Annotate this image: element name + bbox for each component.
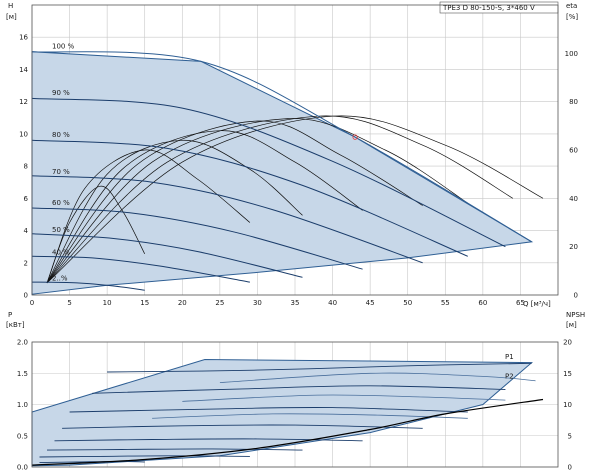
- top-x-tick-8: 40: [328, 299, 337, 307]
- speed-label-0: 100 %: [52, 43, 75, 51]
- top-y2-unit: [%]: [566, 13, 578, 21]
- bottom-y-tick-3: 1.5: [17, 370, 28, 378]
- top-x-tick-11: 55: [441, 299, 450, 307]
- power-p1-curve-0: [107, 362, 532, 373]
- top-x-tick-1: 5: [67, 299, 71, 307]
- top-y-tick-0: 0: [24, 292, 28, 300]
- eta-curve-3: [46, 120, 423, 284]
- top-x-tick-9: 45: [366, 299, 375, 307]
- eta-curve-2: [46, 118, 468, 284]
- speed-label-6: 40 %: [52, 249, 70, 257]
- speed-curve-1: [31, 97, 506, 248]
- bottom-y2-unit: [м]: [566, 321, 577, 329]
- top-y-tick-8: 16: [19, 34, 28, 42]
- power-p2-curve-1: [182, 394, 506, 402]
- power-p1-curve-4: [54, 438, 363, 442]
- speed-curve-7: [31, 281, 145, 291]
- operating-point-marker: [352, 134, 358, 140]
- speed-label-3: 70 %: [52, 168, 70, 176]
- eta-curve-4: [46, 130, 363, 284]
- top-x-tick-13: 65: [516, 299, 525, 307]
- bottom-y2-label: NPSH: [566, 311, 585, 319]
- data-layer: [31, 51, 544, 467]
- speed-curve-3: [31, 175, 423, 264]
- bottom-y-tick-0: 0.0: [17, 464, 28, 472]
- x-axis-label: Q [м³/ч]: [523, 300, 551, 308]
- power-label-p2: P2: [505, 372, 514, 380]
- top-x-tick-2: 10: [103, 299, 112, 307]
- eta-curve-1: [46, 115, 514, 284]
- bottom-y2-tick-0: 0: [568, 464, 572, 472]
- bottom-y-unit: [кВт]: [6, 321, 25, 329]
- power-p1-curve-1: [92, 385, 506, 394]
- speed-label-7: 2..%: [52, 275, 68, 283]
- speed-label-4: 60 %: [52, 199, 70, 207]
- frame-layer: [31, 1, 559, 468]
- power-p2-curve-0: [219, 372, 536, 383]
- top-y2-tick-2: 40: [569, 195, 578, 203]
- power-p1-curve-7: [39, 460, 145, 464]
- speed-curve-0: [31, 51, 532, 243]
- speed-label-2: 80 %: [52, 131, 70, 139]
- power-p2-curve-2: [152, 413, 468, 419]
- speed-curve-5: [31, 233, 303, 278]
- top-x-tick-3: 15: [140, 299, 149, 307]
- chart-title: TPE3 D 80-150-S, 3*460 V: [442, 4, 535, 12]
- bottom-plot-frame: [31, 341, 559, 468]
- top-x-tick-0: 0: [30, 299, 34, 307]
- bottom-y2-tick-4: 20: [563, 339, 572, 347]
- top-x-tick-6: 30: [253, 299, 262, 307]
- top-y-tick-7: 14: [19, 66, 28, 74]
- bottom-y2-tick-2: 10: [563, 401, 572, 409]
- top-y-tick-1: 2: [24, 259, 28, 267]
- top-y-label: H: [8, 2, 13, 10]
- top-y-tick-2: 4: [24, 227, 29, 235]
- speed-curve-6: [31, 255, 250, 283]
- power-p1-curve-2: [69, 407, 468, 413]
- power-label-p1: P1: [505, 353, 514, 361]
- top-x-tick-12: 60: [478, 299, 487, 307]
- top-y2-tick-4: 80: [569, 98, 578, 106]
- text-layer: H [м] eta [%] Q [м³/ч] TPE3 D 80-150-S, …: [6, 2, 585, 472]
- top-y-unit: [м]: [6, 13, 17, 21]
- eta-curve-6: [46, 149, 251, 284]
- top-y2-label: eta: [566, 2, 577, 10]
- top-y-tick-6: 12: [19, 98, 28, 106]
- top-y-tick-3: 6: [24, 195, 29, 203]
- npsh-curve: [31, 398, 544, 466]
- eta-curve-7: [46, 185, 146, 284]
- top-operating-envelope: [31, 51, 534, 295]
- speed-curve-4: [31, 207, 363, 270]
- top-plot-frame: [31, 4, 559, 296]
- speed-label-5: 50 %: [52, 226, 70, 234]
- power-p1-curve-3: [62, 424, 423, 429]
- top-x-tick-7: 35: [291, 299, 300, 307]
- bottom-y2-tick-1: 5: [568, 432, 572, 440]
- power-p1-curve-5: [46, 448, 303, 451]
- top-y2-tick-3: 60: [569, 147, 578, 155]
- eta-curve-5: [46, 139, 303, 284]
- bottom-y-tick-2: 1.0: [17, 401, 28, 409]
- bottom-y-tick-4: 2.0: [17, 339, 28, 347]
- top-y2-tick-0: 0: [574, 292, 578, 300]
- top-y-tick-5: 10: [19, 130, 28, 138]
- speed-label-1: 90 %: [52, 89, 70, 97]
- top-y2-tick-1: 20: [569, 243, 578, 251]
- bottom-y2-tick-3: 15: [563, 370, 572, 378]
- speed-curve-2: [31, 139, 468, 257]
- power-p1-curve-6: [39, 455, 250, 458]
- top-y-tick-4: 8: [24, 163, 28, 171]
- top-x-tick-10: 50: [403, 299, 412, 307]
- bottom-y-tick-1: 0.5: [17, 432, 28, 440]
- top-x-tick-4: 20: [178, 299, 187, 307]
- bottom-y-label: P: [8, 311, 12, 319]
- top-y2-tick-5: 100: [565, 50, 578, 58]
- top-x-tick-5: 25: [215, 299, 224, 307]
